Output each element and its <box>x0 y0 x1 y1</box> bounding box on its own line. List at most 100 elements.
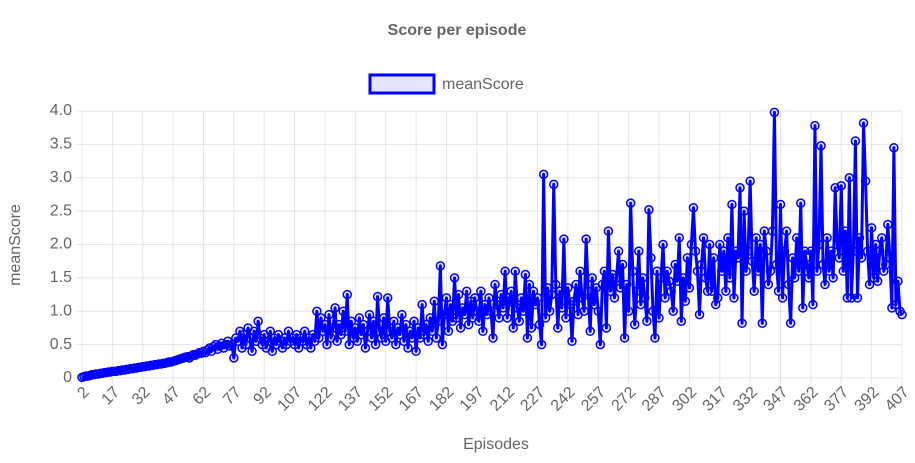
data-point <box>435 261 446 271</box>
data-point <box>872 276 883 286</box>
legend-label: meanScore <box>442 76 524 93</box>
data-point <box>646 253 656 263</box>
data-point <box>850 136 861 146</box>
data-point <box>822 233 832 243</box>
data-point <box>496 289 506 300</box>
data-point <box>668 306 678 316</box>
y-tick-label: 0 <box>63 369 72 386</box>
data-point <box>510 266 521 276</box>
x-tick-label: 302 <box>669 384 700 415</box>
data-point <box>727 199 737 210</box>
data-point <box>451 313 462 323</box>
y-tick-label: 2.5 <box>50 202 72 219</box>
y-tick-label: 3.5 <box>50 136 72 153</box>
x-tick-label: 2 <box>74 384 92 402</box>
data-point <box>787 253 798 263</box>
data-point <box>725 273 735 283</box>
data-point <box>441 293 452 303</box>
x-axis-label: Episodes <box>463 436 529 453</box>
data-point <box>378 313 389 323</box>
data-point <box>358 319 369 330</box>
data-point <box>759 226 770 236</box>
data-point <box>500 266 510 276</box>
data-point <box>453 289 464 300</box>
data-point <box>666 286 676 296</box>
data-point <box>299 326 310 337</box>
data-point <box>399 336 409 347</box>
data-point <box>708 253 719 263</box>
data-point <box>411 346 421 357</box>
data-point <box>781 226 792 236</box>
data-point <box>763 279 774 290</box>
data-point <box>247 346 257 357</box>
data-point <box>332 336 342 347</box>
data-point <box>745 176 755 186</box>
data-point <box>798 303 808 313</box>
data-point <box>470 293 480 303</box>
data-point <box>463 319 474 330</box>
data-point <box>816 140 826 151</box>
data-point <box>233 336 243 347</box>
data-point <box>362 326 373 337</box>
data-point <box>340 326 350 337</box>
data-point <box>546 289 557 300</box>
data-point <box>344 339 355 350</box>
data-point <box>364 309 375 320</box>
x-tick-label: 257 <box>578 384 609 415</box>
data-point <box>686 239 697 250</box>
data-point <box>567 336 577 347</box>
data-point <box>455 323 466 333</box>
data-point <box>611 273 622 283</box>
data-point <box>603 226 614 236</box>
data-point <box>595 339 606 350</box>
data-point <box>767 226 778 236</box>
x-tick-label: 242 <box>548 384 579 415</box>
data-point <box>848 246 859 256</box>
data-point <box>522 333 533 343</box>
data-point <box>715 239 725 250</box>
data-point <box>796 198 806 208</box>
data-point <box>719 246 729 256</box>
data-point <box>401 319 411 330</box>
data-point <box>844 173 855 183</box>
data-point <box>241 339 251 350</box>
data-point <box>443 326 454 337</box>
x-tick-label: 287 <box>639 384 670 415</box>
x-tick-label: 122 <box>305 384 336 415</box>
data-point <box>828 273 838 283</box>
data-point <box>350 323 361 333</box>
data-point <box>664 276 674 286</box>
data-point <box>265 326 276 337</box>
data-point <box>864 279 875 290</box>
data-point <box>883 219 893 230</box>
data-point <box>696 259 707 270</box>
data-point <box>605 286 616 296</box>
data-point <box>638 273 648 283</box>
data-point <box>765 266 776 276</box>
data-point <box>654 313 664 323</box>
x-tick-label: 392 <box>852 384 883 415</box>
data-point <box>544 306 555 316</box>
data-point <box>818 259 828 270</box>
data-point <box>593 306 604 316</box>
x-tick-label: 77 <box>220 384 245 409</box>
data-point <box>571 279 581 290</box>
x-tick-label: 62 <box>190 384 215 409</box>
data-point <box>777 293 788 303</box>
x-tick-label: 362 <box>791 384 822 415</box>
data-point <box>553 323 563 333</box>
data-point <box>585 326 595 337</box>
data-point <box>597 279 608 290</box>
data-point <box>267 346 278 357</box>
data-point <box>555 286 565 296</box>
data-point <box>459 309 470 320</box>
data-point <box>804 273 814 283</box>
data-point <box>314 333 324 343</box>
data-point <box>542 283 553 293</box>
data-point <box>514 316 525 327</box>
data-point <box>589 299 599 310</box>
data-point <box>293 343 304 353</box>
data-point <box>739 206 749 216</box>
data-point <box>532 293 543 303</box>
data-point <box>609 293 620 303</box>
